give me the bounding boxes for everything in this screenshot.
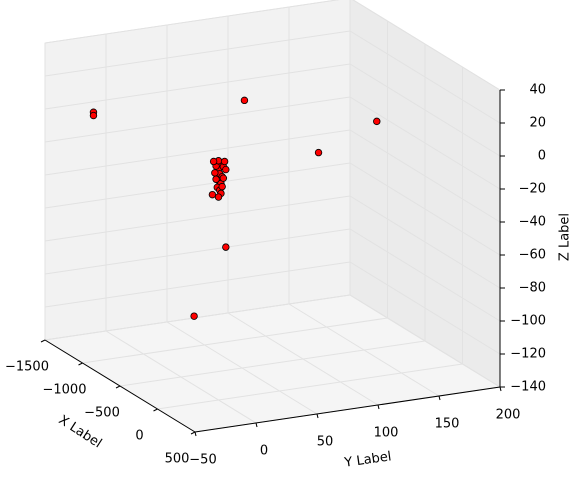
point — [212, 175, 220, 183]
grid-line — [349, 162, 501, 256]
y-tick-label: 0 — [260, 444, 268, 459]
z-axis-label: Z Label — [558, 213, 573, 261]
z-tick-label: −100 — [510, 314, 546, 329]
x-axis-line — [44, 339, 196, 433]
grid-line — [349, 195, 501, 289]
y-tick-label: 200 — [496, 408, 521, 423]
tick-mark — [316, 413, 319, 419]
x-tick-label: −1000 — [43, 383, 87, 398]
point — [219, 174, 228, 182]
grid-line — [349, 63, 501, 157]
point — [373, 117, 381, 126]
tick-mark — [153, 408, 158, 412]
tick-mark — [78, 362, 83, 366]
grid-line — [44, 129, 351, 176]
grid-line — [349, 294, 501, 388]
z-tick-label: 40 — [529, 83, 546, 98]
point — [89, 111, 98, 120]
grid — [44, 0, 501, 433]
tick-mark — [190, 431, 196, 435]
point — [314, 148, 323, 157]
grid-line — [227, 312, 379, 406]
point — [211, 169, 219, 177]
z-tick-label: −40 — [519, 215, 546, 230]
grid-line — [44, 228, 351, 275]
point — [222, 243, 230, 251]
z-tick-label: −20 — [519, 182, 546, 197]
grid-line — [352, 0, 501, 91]
y-tick-label: 100 — [374, 426, 399, 441]
grid-line — [44, 195, 351, 242]
point — [208, 190, 217, 199]
point — [240, 96, 249, 105]
grid-line — [44, 30, 351, 77]
tick-mark — [115, 385, 121, 389]
grid-line — [349, 228, 501, 322]
tick-mark — [194, 431, 197, 437]
y-axis-line — [194, 386, 501, 433]
y-axis-label: Y Label — [343, 449, 393, 471]
y-tick-label: 150 — [435, 417, 460, 432]
grid-line — [349, 30, 501, 124]
x-tick-label: −500 — [84, 406, 120, 421]
tick-mark — [499, 386, 502, 392]
grid-line — [44, 96, 351, 143]
grid-line — [119, 340, 426, 387]
z-tick-label: −120 — [510, 347, 546, 362]
point — [214, 193, 223, 201]
z-tick-label: 20 — [529, 116, 546, 131]
tick-mark — [40, 339, 46, 343]
point — [209, 157, 218, 166]
grid-line — [44, 261, 351, 308]
point — [222, 165, 230, 174]
panes — [43, 0, 502, 433]
z-tick-label: −140 — [510, 380, 546, 395]
z-tick-label: −60 — [519, 248, 546, 263]
tick-mark — [438, 395, 441, 401]
grid-line — [288, 303, 440, 397]
tick-mark — [255, 422, 258, 428]
grid-line — [105, 330, 257, 424]
y-tick-label: −50 — [189, 453, 216, 468]
grid-line — [349, 261, 501, 355]
x-tick-label: 500 — [165, 452, 190, 467]
point — [220, 157, 229, 166]
grid-line — [349, 96, 501, 190]
z-tick-label: 0 — [538, 149, 546, 164]
tick-mark — [377, 404, 380, 410]
grid-line — [82, 317, 388, 364]
x-tick-label: −1500 — [5, 360, 49, 375]
z-tick-label: −80 — [519, 281, 546, 296]
point — [190, 312, 198, 320]
grid-line — [44, 0, 340, 44]
y-tick-label: 50 — [317, 435, 334, 450]
point — [218, 182, 226, 191]
grid-line — [44, 162, 351, 209]
grid-line — [157, 363, 463, 410]
grid-line — [166, 321, 318, 415]
grid-line — [349, 129, 501, 223]
points — [89, 96, 381, 320]
grid-line — [44, 63, 351, 110]
x-tick-label: 0 — [135, 429, 143, 444]
